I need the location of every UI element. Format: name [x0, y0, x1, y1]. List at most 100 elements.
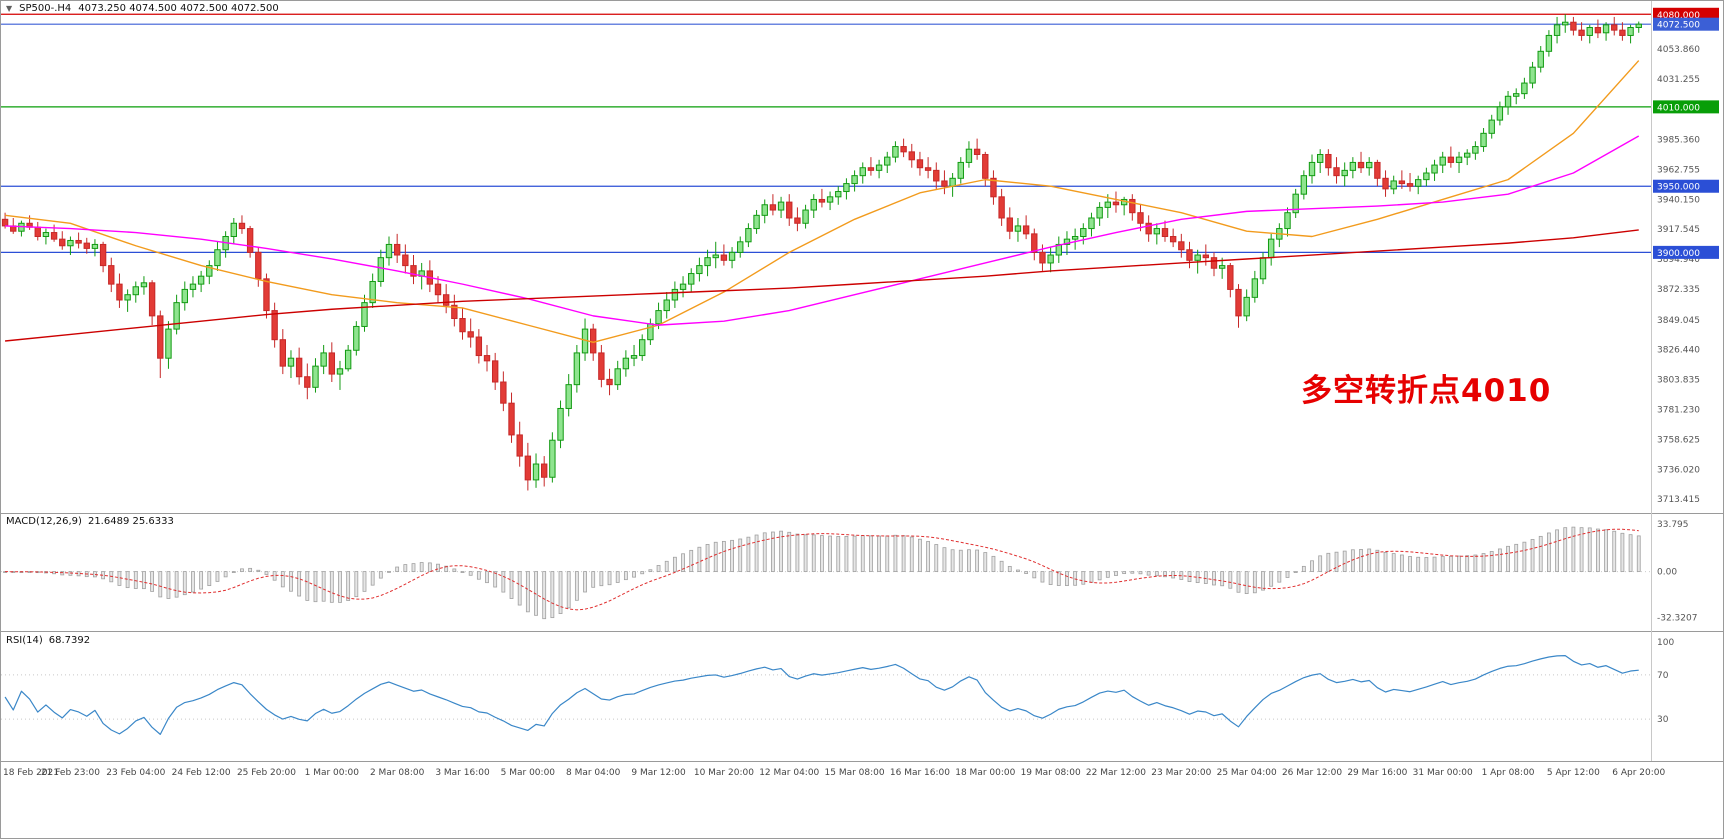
time-axis-label: 16 Mar 16:00 [890, 768, 950, 778]
candle [1006, 217, 1013, 232]
candle [1431, 164, 1438, 174]
candle [884, 156, 891, 166]
candle [696, 265, 703, 275]
candle [1292, 193, 1299, 214]
candle [1055, 243, 1062, 256]
price-axis-tick: 3917.545 [1657, 225, 1700, 235]
price-label-text: 4072.500 [1657, 21, 1700, 31]
candle [1235, 288, 1242, 317]
candle [663, 299, 670, 312]
candle [818, 198, 826, 203]
candle [1161, 228, 1169, 238]
candle [606, 378, 613, 386]
candle [1104, 201, 1112, 208]
price-axis-tick: 3849.045 [1657, 316, 1700, 326]
candle [1267, 238, 1275, 259]
candle [614, 368, 621, 386]
candle [549, 439, 556, 478]
candle [1578, 29, 1585, 36]
candle [1088, 217, 1095, 230]
symbol-period-label: SP500-.H4 [19, 3, 72, 14]
candle [459, 318, 466, 333]
rsi-indicator-label: RSI(14) 68.7392 [6, 635, 90, 646]
price-axis-tick: 4031.255 [1657, 75, 1700, 85]
candle [1562, 21, 1569, 26]
time-axis-label: 25 Feb 20:00 [237, 768, 296, 778]
time-axis-label: 22 Mar 12:00 [1086, 768, 1146, 778]
candle [1325, 153, 1332, 169]
rsi-line [4, 655, 1639, 735]
macd-values: 21.6489 25.6333 [87, 516, 174, 527]
candle [516, 434, 523, 457]
macd-signal-line [5, 528, 1639, 611]
candle [1186, 249, 1193, 261]
candle [304, 376, 311, 388]
candle [67, 239, 74, 247]
time-axis-label: 8 Mar 04:00 [566, 768, 621, 778]
ma-slow-red [5, 229, 1639, 342]
time-axis-label: 3 Mar 16:00 [435, 768, 490, 778]
candle [1129, 198, 1136, 214]
price-axis-tick: 3736.020 [1657, 465, 1700, 475]
macd-axis-tick: 33.795 [1657, 520, 1689, 530]
candle [630, 355, 638, 359]
rsi-axis-tick: 30 [1657, 715, 1669, 725]
candle [1480, 132, 1487, 148]
candle [34, 226, 41, 238]
time-axis-label: 18 Mar 00:00 [955, 768, 1015, 778]
candle [393, 243, 401, 256]
candle [908, 151, 915, 161]
candle [491, 360, 499, 383]
price-axis-tick: 3758.625 [1657, 435, 1700, 445]
candle [1243, 296, 1250, 317]
candle [671, 288, 679, 301]
collapse-chart-button[interactable]: ▼ [6, 3, 13, 13]
candle [230, 222, 237, 238]
price-line-label-4010.000: 4010.000 [1653, 100, 1719, 114]
price-axis-tick: 3894.940 [1657, 255, 1700, 265]
candle [336, 368, 344, 375]
price-axis-tick: 3826.440 [1657, 346, 1700, 356]
price-axis-tick: 3962.755 [1657, 165, 1700, 175]
candle [500, 381, 507, 404]
candle [810, 198, 817, 211]
price-label-text: 4010.000 [1657, 103, 1700, 113]
candle [1071, 236, 1079, 240]
candle [532, 463, 540, 481]
candle [737, 241, 744, 253]
candle [255, 251, 262, 280]
candle [1357, 161, 1365, 169]
candle [1080, 228, 1087, 238]
price-label-text: 4080.000 [1657, 11, 1700, 21]
rsi-axis-tick: 70 [1657, 671, 1669, 681]
candle [238, 222, 246, 230]
candle [933, 169, 940, 182]
candle [206, 265, 213, 277]
candle [1039, 251, 1046, 264]
candle [990, 177, 997, 198]
macd-indicator-label: MACD(12,26,9) 21.6489 25.6333 [6, 516, 174, 527]
candle [639, 339, 646, 357]
candle [1145, 222, 1152, 235]
candle [91, 243, 99, 249]
candle [1022, 225, 1030, 235]
candle [1447, 156, 1455, 163]
candle [1153, 228, 1161, 235]
candle [1178, 241, 1185, 251]
time-axis-label: 23 Mar 20:00 [1151, 768, 1211, 778]
candle [1382, 177, 1389, 190]
candle [1619, 29, 1626, 36]
candle [1210, 257, 1218, 269]
candle [157, 315, 164, 359]
time-axis-label: 23 Feb 04:00 [106, 768, 165, 778]
candle [1398, 180, 1406, 185]
candle [1594, 27, 1602, 34]
time-axis-label: 26 Mar 12:00 [1282, 768, 1342, 778]
candle [1194, 254, 1201, 261]
candle [1521, 82, 1528, 95]
time-axis-label: 10 Mar 20:00 [694, 768, 754, 778]
time-axis-label: 29 Mar 16:00 [1347, 768, 1407, 778]
time-axis-label: 1 Mar 00:00 [305, 768, 360, 778]
price-line-label-4072.500: 4072.500 [1653, 17, 1719, 31]
